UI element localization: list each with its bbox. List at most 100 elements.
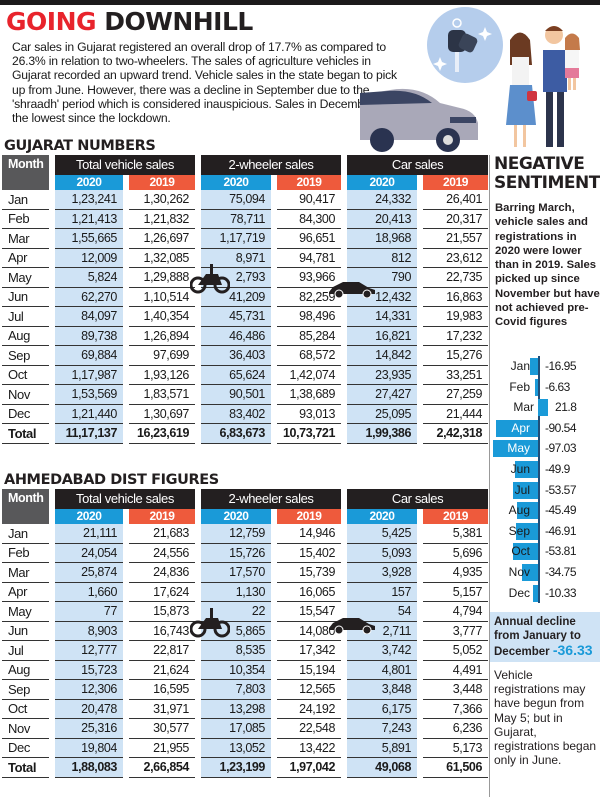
- value-cell: 1,21,413: [49, 209, 126, 229]
- value-cell: 18,968: [341, 228, 421, 249]
- value-cell: 3,777: [417, 621, 489, 641]
- value-cell: 84,300: [270, 209, 345, 229]
- year-2020-header: 2020: [341, 508, 421, 524]
- bar: [522, 563, 538, 581]
- value-cell: 2,66,854: [123, 757, 198, 778]
- value-cell: 20,478: [49, 699, 126, 719]
- value-cell: 17,624: [123, 582, 198, 602]
- month-cell: May: [2, 267, 52, 288]
- table-row: Mar 25,874 24,836 17,570 15,739 3,928 4,935: [2, 562, 489, 583]
- registration-note: Vehicle registrations may have begun fro…: [494, 668, 597, 768]
- motorcycle-icon: [190, 608, 230, 638]
- car-icon: [360, 88, 478, 152]
- value-cell: 22,548: [270, 718, 345, 739]
- value-cell: 65,624: [195, 365, 274, 385]
- value-cell: 5,696: [417, 543, 489, 563]
- value-cell: 1,26,894: [123, 326, 198, 346]
- bar: [530, 358, 538, 375]
- yoy-change-bar-chart: Jan -16.95 Feb -6.63 Mar 21.8 Apr -90.54 May -97.…: [490, 356, 600, 603]
- value-cell: 90,417: [270, 189, 345, 210]
- value-cell: 83,402: [195, 404, 274, 424]
- bar-row: Nov -34.75: [490, 562, 600, 583]
- bar: [496, 419, 538, 437]
- value-cell: 1,55,665: [49, 228, 126, 249]
- value-cell: 33,251: [417, 365, 489, 385]
- value-cell: 14,080: [270, 621, 345, 641]
- month-cell: Sep: [2, 345, 52, 366]
- value-cell: 5,157: [417, 582, 489, 602]
- value-cell: 1,17,719: [195, 228, 274, 249]
- value-cell: 21,111: [49, 523, 126, 544]
- value-cell: 1,10,514: [123, 287, 198, 307]
- gujarat-table: Month Total vehicle sales 2-wheeler sale…: [2, 155, 489, 444]
- table-row: Mar 1,55,665 1,26,697 1,17,719 96,651 18,968 2…: [2, 228, 489, 249]
- bar-value-label: -34.75: [545, 564, 577, 579]
- motorcycle-icon: [190, 264, 230, 294]
- bar: [513, 481, 538, 499]
- gujarat-title: GUJARAT NUMBERS: [4, 138, 156, 154]
- month-cell: Dec: [2, 404, 52, 424]
- value-cell: 8,971: [195, 248, 274, 268]
- value-cell: 1,21,440: [49, 404, 126, 424]
- value-cell: 16,065: [270, 582, 345, 602]
- year-2020-header: 2020: [195, 174, 274, 190]
- bar-value-label: -16.95: [545, 359, 577, 373]
- value-cell: 68,572: [270, 345, 345, 366]
- month-cell: Jul: [2, 306, 52, 327]
- value-cell: 12,009: [49, 248, 126, 268]
- month-cell: Aug: [2, 660, 52, 680]
- value-cell: 1,40,354: [123, 306, 198, 327]
- value-cell: 20,413: [341, 209, 421, 229]
- value-cell: 15,276: [417, 345, 489, 366]
- year-2019-header: 2019: [123, 508, 198, 524]
- month-header: Month: [2, 489, 52, 524]
- bar-category-label: Jun: [510, 461, 530, 476]
- value-cell: 15,723: [49, 660, 126, 680]
- value-cell: 89,738: [49, 326, 126, 346]
- table-row: Aug 15,723 21,624 10,354 15,194 4,801 4,491: [2, 660, 489, 680]
- value-cell: 7,243: [341, 718, 421, 739]
- table-row: Sep 12,306 16,595 7,803 12,565 3,848 3,448: [2, 679, 489, 700]
- value-cell: 12,306: [49, 679, 126, 700]
- value-cell: 7,366: [417, 699, 489, 719]
- month-cell: Nov: [2, 384, 52, 405]
- value-cell: 157: [341, 582, 421, 602]
- value-cell: 69,884: [49, 345, 126, 366]
- table-row: Apr 1,660 17,624 1,130 16,065 157 5,157: [2, 582, 489, 602]
- value-cell: 12,565: [270, 679, 345, 700]
- month-cell: Jun: [2, 621, 52, 641]
- value-cell: 31,971: [123, 699, 198, 719]
- value-cell: 75,094: [195, 189, 274, 210]
- car-silhouette-icon: [329, 282, 375, 298]
- bar-row: Jun -49.9: [490, 459, 600, 480]
- value-cell: 16,863: [417, 287, 489, 307]
- value-cell: 14,946: [270, 523, 345, 544]
- table-row: Jun 62,270 1,10,514 41,209 82,259 12,432 16,86…: [2, 287, 489, 307]
- value-cell: 17,570: [195, 562, 274, 583]
- value-cell: 16,23,619: [123, 423, 198, 444]
- table-row: Feb 24,054 24,556 15,726 15,402 5,093 5,696: [2, 543, 489, 563]
- value-cell: 13,298: [195, 699, 274, 719]
- ahmedabad-table-body: Jan 21,111 21,683 12,759 14,946 5,425 5,381 Feb…: [2, 523, 489, 778]
- bar-row: Apr -90.54: [490, 418, 600, 439]
- value-cell: 11,17,137: [49, 423, 126, 444]
- month-header: Month: [2, 155, 52, 190]
- bar-value-label: -46.91: [545, 523, 577, 538]
- total-row: Total 11,17,137 16,23,619 6,83,673 10,73,721…: [2, 423, 489, 444]
- year-2019-header: 2019: [270, 508, 345, 524]
- bar-value-label: -90.54: [545, 420, 577, 435]
- month-cell: Oct: [2, 699, 52, 719]
- table-row: Oct 20,478 31,971 13,298 24,192 6,175 7,366: [2, 699, 489, 719]
- value-cell: 98,496: [270, 306, 345, 327]
- month-cell: Jan: [2, 523, 52, 544]
- value-cell: 790: [341, 267, 421, 288]
- value-cell: 36,403: [195, 345, 274, 366]
- gujarat-table-body: Jan 1,23,241 1,30,262 75,094 90,417 24,332 26,…: [2, 189, 489, 444]
- table-row: Nov 25,316 30,577 17,085 22,548 7,243 6,236: [2, 718, 489, 739]
- car-sales-header: Car sales: [341, 489, 489, 509]
- year-2020-header: 2020: [49, 508, 126, 524]
- table-row: Oct 1,17,987 1,93,126 65,624 1,42,074 23,935 3…: [2, 365, 489, 385]
- bar-category-label: Apr: [511, 420, 530, 435]
- value-cell: 15,739: [270, 562, 345, 583]
- value-cell: 12,759: [195, 523, 274, 544]
